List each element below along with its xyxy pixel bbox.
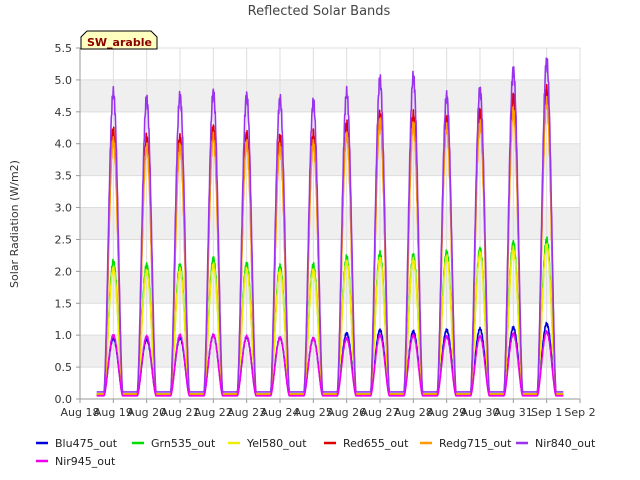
x-tick-label: Aug 24 [261, 406, 300, 419]
y-tick-label: 5.0 [55, 74, 73, 87]
x-tick-label: Sep 2 [564, 406, 595, 419]
x-tick-label: Aug 21 [161, 406, 200, 419]
y-tick-label: 2.5 [55, 233, 73, 246]
plot-background [80, 48, 580, 399]
plot-band [80, 79, 580, 112]
x-tick-label: Aug 29 [427, 406, 466, 419]
y-tick-label: 3.0 [55, 202, 73, 215]
y-tick-label: 0.5 [55, 361, 73, 374]
y-tick-label: 0.0 [55, 393, 73, 406]
y-tick-label: 3.5 [55, 170, 73, 183]
x-tick-label: Aug 27 [361, 406, 400, 419]
chart-title: Reflected Solar Bands [248, 4, 391, 19]
x-tick-label: Aug 25 [294, 406, 333, 419]
series-lines [96, 57, 564, 397]
plot-band [80, 143, 580, 176]
y-tick-label: 2.0 [55, 265, 73, 278]
legend-label: Grn535_out [151, 437, 216, 450]
legend-label: Nir945_out [55, 455, 116, 468]
y-tick-label: 5.5 [55, 42, 73, 55]
legend-label: Yel580_out [246, 437, 307, 450]
x-tick-label: Aug 19 [94, 406, 133, 419]
x-tick-label: Sep 1 [531, 406, 562, 419]
axes: 0.0 0.5 1.0 1.5 2.0 2.5 3.0 3.5 4.0 4.5 5.0 5.5 Aug … [55, 42, 596, 419]
series-line-nir840-out [96, 57, 564, 393]
legend-label: Red655_out [343, 437, 409, 450]
y-tick-label: 4.5 [55, 106, 73, 119]
x-tick-label: Aug 28 [394, 406, 433, 419]
x-tick-label: Aug 30 [461, 406, 500, 419]
y-tick-label: 1.0 [55, 329, 73, 342]
x-tick-label: Aug 31 [494, 406, 533, 419]
x-tick-label: Aug 23 [227, 406, 266, 419]
y-axis-title: Solar Radiation (W/m2) [8, 160, 21, 288]
x-tick-label: Aug 18 [61, 406, 100, 419]
plot-band [80, 335, 580, 368]
legend-label: Blu475_out [55, 437, 118, 450]
x-tick-label: Aug 20 [127, 406, 166, 419]
legend-label: Nir840_out [535, 437, 596, 450]
plot-band [80, 207, 580, 240]
site-label: SW_arable [87, 36, 152, 49]
plot-band [80, 271, 580, 304]
y-tick-label: 1.5 [55, 297, 73, 310]
x-tick-label: Aug 22 [194, 406, 233, 419]
site-label-box: SW_arable [80, 30, 158, 50]
legend: Blu475_out Grn535_out Yel580_out Red655_out… [36, 437, 596, 468]
y-tick-label: 4.0 [55, 138, 73, 151]
series-line-nir945-out [96, 330, 564, 397]
legend-label: Redg715_out [439, 437, 512, 450]
x-tick-label: Aug 26 [327, 406, 366, 419]
